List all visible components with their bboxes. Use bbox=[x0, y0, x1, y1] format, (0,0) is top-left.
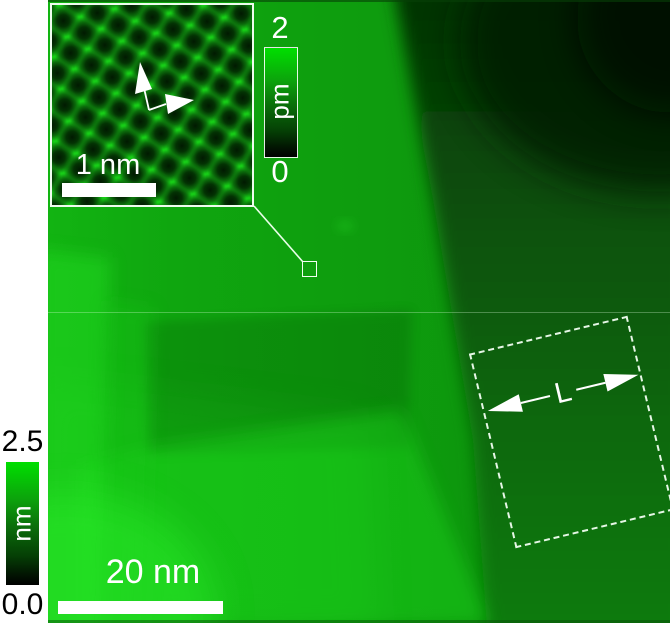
stm-image: 1 nm 2 pm 0 L 20 nm bbox=[48, 0, 670, 623]
length-label: L bbox=[551, 375, 575, 411]
inset-scale-bar bbox=[62, 183, 156, 197]
main-scale-label: 20 nm bbox=[105, 553, 201, 591]
arrow-line-right bbox=[575, 381, 606, 391]
height-colorbar-min-label: 0.0 bbox=[1, 588, 44, 621]
arrowhead-left-icon bbox=[485, 394, 523, 420]
arrow-line-left bbox=[520, 394, 551, 404]
lattice-vector-arrows-icon bbox=[135, 62, 194, 114]
atomic-resolution-inset: 1 nm bbox=[50, 3, 254, 207]
inset-colorbar-min-label: 0 bbox=[271, 154, 289, 189]
inset-colorbar-max-label: 2 bbox=[271, 10, 289, 45]
main-scale-bar bbox=[58, 601, 223, 614]
roi-marker-square bbox=[302, 261, 317, 277]
scan-line-artifact bbox=[48, 312, 670, 313]
inset-colorbar-unit: pm bbox=[264, 83, 295, 120]
inset-connector-line bbox=[253, 205, 304, 263]
inset-scale-label: 1 nm bbox=[75, 149, 141, 181]
inset-colorbar bbox=[264, 47, 298, 158]
height-colorbar bbox=[6, 462, 39, 585]
height-colorbar-unit: nm bbox=[7, 505, 37, 542]
length-arrow: L bbox=[485, 362, 642, 423]
height-colorbar-max-label: 2.5 bbox=[1, 425, 44, 458]
arrowhead-right-icon bbox=[603, 366, 641, 392]
topography-terraces bbox=[48, 0, 670, 623]
